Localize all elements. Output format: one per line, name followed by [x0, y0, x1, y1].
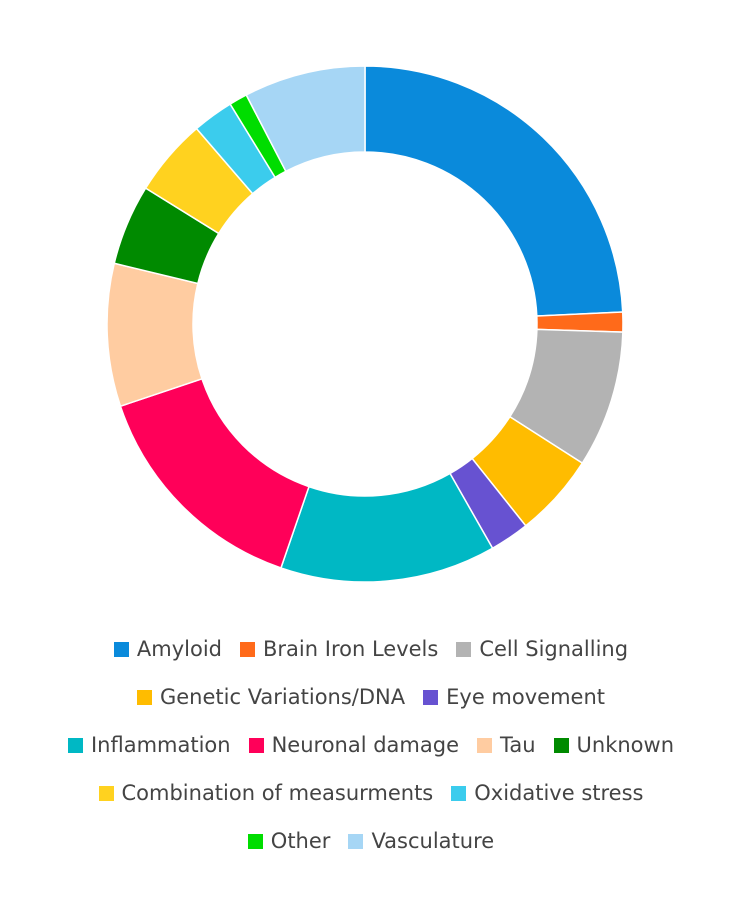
legend: Amyloid Brain Iron Levels Cell Signallin… — [0, 625, 742, 865]
legend-item-combination-of-measurments: Combination of measurments — [98, 781, 434, 805]
legend-item-neuronal-damage: Neuronal damage — [248, 733, 459, 757]
legend-label: Neuronal damage — [271, 733, 459, 757]
legend-swatch — [248, 737, 264, 753]
legend-item-tau: Tau — [477, 733, 536, 757]
legend-label: Inflammation — [90, 733, 231, 757]
legend-row: Inflammation Neuronal damage Tau Unknown — [0, 721, 742, 769]
legend-item-eye-movement: Eye movement — [423, 685, 605, 709]
donut-chart — [106, 65, 624, 583]
legend-item-amyloid: Amyloid — [113, 637, 223, 661]
legend-label: Unknown — [576, 733, 675, 757]
legend-swatch — [240, 641, 256, 657]
legend-row: Amyloid Brain Iron Levels Cell Signallin… — [0, 625, 742, 673]
legend-swatch — [456, 641, 472, 657]
legend-label: Oxidative stress — [474, 781, 644, 805]
legend-item-inflammation: Inflammation — [67, 733, 231, 757]
legend-label: Eye movement — [446, 685, 605, 709]
legend-label: Amyloid — [136, 637, 223, 661]
legend-label: Brain Iron Levels — [263, 637, 439, 661]
legend-item-oxidative-stress: Oxidative stress — [451, 781, 643, 805]
legend-item-other: Other — [247, 829, 331, 853]
donut-slice-amyloid — [364, 65, 624, 317]
legend-swatch — [136, 689, 152, 705]
legend-label: Tau — [500, 733, 536, 757]
legend-swatch — [477, 737, 492, 753]
legend-label: Vasculature — [371, 829, 495, 853]
legend-swatch — [553, 737, 569, 753]
legend-swatch — [247, 833, 263, 849]
legend-label: Combination of measurments — [121, 781, 434, 805]
legend-swatch — [98, 785, 114, 801]
legend-row: Combination of measurments Oxidative str… — [0, 769, 742, 817]
legend-swatch — [348, 833, 364, 849]
donut-slice-vasculature — [245, 65, 366, 173]
legend-row: Genetic Variations/DNA Eye movement — [0, 673, 742, 721]
legend-label: Genetic Variations/DNA — [159, 685, 406, 709]
legend-label: Cell Signalling — [479, 637, 629, 661]
legend-item-brain-iron-levels: Brain Iron Levels — [240, 637, 438, 661]
legend-item-genetic-variations: Genetic Variations/DNA — [136, 685, 406, 709]
legend-item-vasculature: Vasculature — [348, 829, 494, 853]
legend-swatch — [423, 689, 439, 705]
legend-swatch — [67, 737, 83, 753]
legend-label: Other — [270, 829, 331, 853]
legend-swatch — [451, 785, 467, 801]
legend-swatch — [113, 641, 129, 657]
legend-row: Other Vasculature — [0, 817, 742, 865]
donut-slice-neuronal-damage — [119, 377, 310, 569]
legend-item-unknown: Unknown — [553, 733, 675, 757]
legend-item-cell-signalling: Cell Signalling — [456, 637, 628, 661]
